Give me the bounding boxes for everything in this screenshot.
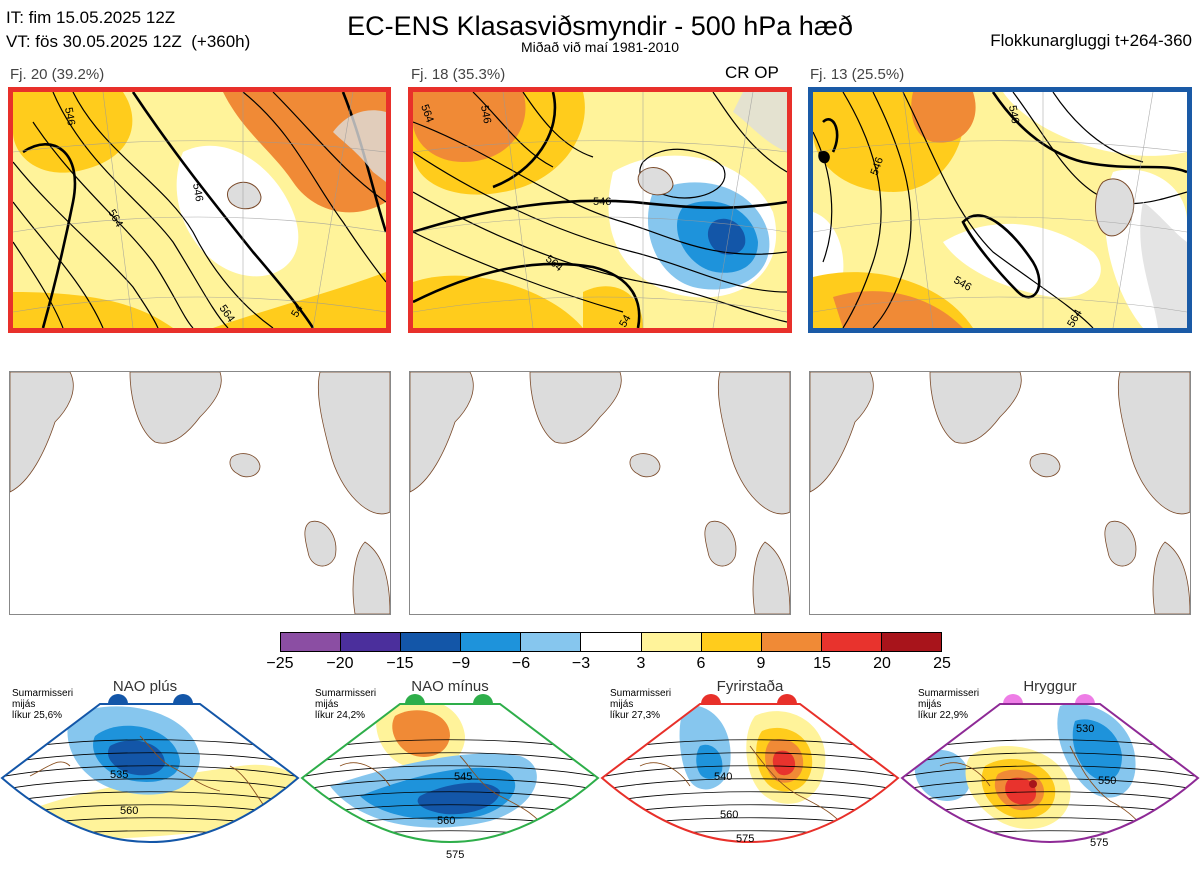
regime-season-note: mijás <box>918 699 942 710</box>
colorbar-swatch <box>881 633 942 651</box>
contour-label: 54 <box>289 303 306 320</box>
colorbar-swatch <box>281 633 342 651</box>
colorbar-swatch <box>641 633 702 651</box>
regime-likelihood: líkur 25,6% <box>12 710 63 721</box>
colorbar-tick: 25 <box>933 655 951 672</box>
regime-title: Fyrirstaða <box>716 678 784 695</box>
contour-label: 564 <box>418 103 436 124</box>
contour-label: 546 <box>478 104 493 124</box>
cluster-2-label: Fj. 18 (35.3%) <box>411 66 506 83</box>
initial-time: IT: fim 15.05.2025 12Z <box>6 8 176 27</box>
colorbar-tick: −20 <box>326 655 354 672</box>
colorbar-swatch <box>821 633 882 651</box>
page-subtitle: Miðað við maí 1981-2010 <box>521 39 679 55</box>
regime-title: Hryggur <box>1023 678 1077 695</box>
page-title: EC-ENS Klasasviðsmyndir - 500 hPa hæð <box>347 11 853 41</box>
regime-season-note: mijás <box>315 699 339 710</box>
regime-ridge: Sumarmisseri mijás líkur 22,9% Hryggur <box>900 676 1200 871</box>
colorbar-tick: 3 <box>636 655 646 672</box>
regime-season: Sumarmisseri <box>918 688 980 699</box>
cluster-1-label: Fj. 20 (39.2%) <box>10 66 105 83</box>
base-map-3 <box>809 371 1191 615</box>
contour-label: 546 <box>62 106 77 126</box>
regime-contour-label: 575 <box>736 833 754 845</box>
regime-likelihood: líkur 27,3% <box>610 710 661 721</box>
regime-season: Sumarmisseri <box>315 688 377 699</box>
header-left: IT: fim 15.05.2025 12Z VT: fös 30.05.202… <box>6 6 250 54</box>
colorbar-tick: −3 <box>571 655 591 672</box>
contour-label: 546 <box>869 156 887 177</box>
regime-likelihood: líkur 24,2% <box>315 710 366 721</box>
contour-label: 54 <box>617 313 634 328</box>
regime-contour-label: 575 <box>1090 837 1108 849</box>
regime-contour-label: 550 <box>1098 775 1116 787</box>
regime-title: NAO plús <box>112 678 178 695</box>
regime-contour-label: 575 <box>446 849 464 861</box>
regime-blocking: Sumarmisseri mijás líkur 27,3% Fyrirstað… <box>600 676 900 871</box>
regime-contour-label: 530 <box>1076 723 1094 735</box>
cluster-2-extra: CR OP <box>725 63 779 82</box>
colorbar-swatch <box>401 633 462 651</box>
contour-label: 546 <box>593 196 611 208</box>
cluster-2-map: 564 546 564 546 54 <box>408 87 792 333</box>
colorbar-swatch <box>521 633 582 651</box>
regime-title: NAO mínus <box>411 678 489 695</box>
colorbar-tick: −15 <box>386 655 414 672</box>
regime-contour-label: 560 <box>720 809 738 821</box>
contour-label: 546 <box>190 182 205 202</box>
regime-season-note: mijás <box>610 699 634 710</box>
colorbar-tick: 15 <box>813 655 831 672</box>
colorbar-swatch <box>341 633 402 651</box>
colorbar-swatch <box>701 633 762 651</box>
base-map-2 <box>409 371 791 615</box>
colorbar-tick: 6 <box>696 655 706 672</box>
regime-likelihood: líkur 22,9% <box>918 710 969 721</box>
cluster-1-map: 546 564 546 564 54 <box>8 87 391 333</box>
colorbar-tick: −6 <box>511 655 531 672</box>
cluster-3-map: 546 546 564 546 <box>808 87 1192 333</box>
valid-time: VT: fös 30.05.2025 12Z (+360h) <box>6 32 251 51</box>
regime-contour-label: 540 <box>714 771 732 783</box>
colorbar-swatch <box>761 633 822 651</box>
regime-nao-plus: Sumarmisseri mijás líkur 25,6% NAO plús <box>0 676 300 871</box>
colorbar-tick: −9 <box>451 655 471 672</box>
regime-nao-minus: Sumarmisseri mijás líkur 24,2% NAO mínus <box>300 676 600 871</box>
colorbar <box>280 632 942 652</box>
regime-contour-label: 535 <box>110 769 128 781</box>
regime-contour-label: 560 <box>120 805 138 817</box>
base-map-1 <box>9 371 391 615</box>
regime-contour-label: 545 <box>454 771 472 783</box>
contour-label: 546 <box>1006 104 1021 124</box>
colorbar-tick: 9 <box>756 655 766 672</box>
classification-window: Flokkunargluggi t+264-360 <box>990 31 1192 50</box>
colorbar-swatch <box>581 633 642 651</box>
cluster-3-label: Fj. 13 (25.5%) <box>810 66 905 83</box>
regime-season-note: mijás <box>12 699 36 710</box>
colorbar-tick: 20 <box>873 655 891 672</box>
regime-contour-label: 560 <box>437 815 455 827</box>
colorbar-swatch <box>461 633 522 651</box>
colorbar-tick: −25 <box>266 655 294 672</box>
regime-season: Sumarmisseri <box>610 688 672 699</box>
regime-season: Sumarmisseri <box>12 688 74 699</box>
